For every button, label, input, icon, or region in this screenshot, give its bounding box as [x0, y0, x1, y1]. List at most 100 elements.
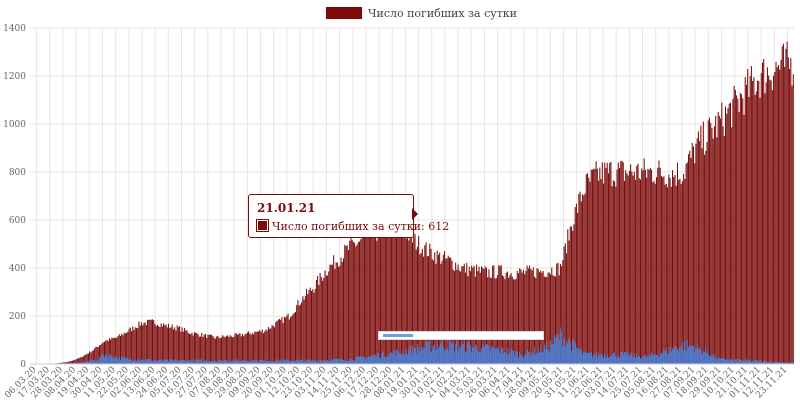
bar: [780, 59, 782, 365]
bar: [335, 262, 337, 364]
bar: [370, 236, 372, 364]
bar: [551, 267, 553, 364]
bar: [420, 252, 422, 364]
bar: [346, 245, 348, 364]
bar: [522, 269, 524, 364]
overlay-bar: [95, 360, 97, 364]
bar: [731, 127, 733, 365]
overlay-bar: [184, 360, 186, 364]
overlay-bar: [434, 344, 436, 364]
overlay-bar: [508, 353, 510, 364]
y-tick-label: 1000: [3, 120, 26, 130]
overlay-bar: [240, 360, 242, 364]
bar: [271, 325, 273, 364]
bar: [691, 142, 693, 364]
overlay-bar: [275, 360, 277, 364]
bar: [700, 125, 702, 364]
overlay-bar: [116, 357, 118, 364]
overlay-bar: [737, 361, 739, 364]
bar: [262, 333, 264, 364]
overlay-bar: [765, 361, 767, 364]
overlay-bar: [505, 354, 507, 364]
overlay-bar: [322, 360, 324, 364]
bar: [791, 85, 793, 364]
overlay-bar: [398, 352, 400, 364]
bar: [218, 337, 220, 364]
bar: [779, 69, 781, 364]
bar: [521, 272, 523, 364]
bar: [306, 288, 308, 364]
overlay-bar: [207, 361, 209, 364]
overlay-bar: [626, 352, 628, 364]
bar: [651, 169, 653, 364]
overlay-bar: [214, 360, 216, 364]
overlay-bar: [71, 362, 73, 364]
overlay-bar: [147, 359, 149, 364]
overlay-bar: [403, 354, 405, 364]
overlay-bar: [144, 360, 146, 364]
bar: [720, 118, 722, 364]
bar: [75, 359, 77, 364]
bar: [315, 279, 317, 364]
bar: [329, 264, 331, 364]
overlay-bar: [545, 348, 547, 364]
overlay-bar: [580, 348, 582, 364]
overlay-bar: [686, 340, 688, 364]
overlay-bar: [501, 348, 503, 364]
bar: [410, 231, 412, 364]
bar: [669, 177, 671, 364]
bar: [554, 276, 556, 364]
bar: [310, 290, 312, 364]
bar: [685, 163, 687, 364]
bar: [391, 218, 393, 364]
bar: [781, 46, 783, 365]
overlay-bar: [195, 359, 197, 364]
overlay-bar: [785, 362, 787, 364]
bar: [460, 271, 462, 364]
bar: [479, 272, 481, 364]
bar: [439, 252, 441, 364]
bar: [468, 266, 470, 364]
bar: [229, 335, 231, 364]
bar: [260, 331, 262, 364]
bar: [637, 163, 639, 364]
overlay-bar: [212, 360, 214, 364]
overlay-bar: [711, 355, 713, 364]
overlay-bar: [766, 362, 768, 364]
overlay-bar: [112, 357, 114, 364]
overlay-bar: [386, 355, 388, 364]
overlay-bar: [776, 362, 778, 364]
overlay-bar: [732, 360, 734, 364]
y-tick-label: 1200: [3, 72, 26, 82]
overlay-bar: [752, 360, 754, 364]
bar: [241, 334, 243, 364]
bar: [657, 167, 659, 364]
bar: [688, 154, 690, 364]
bar: [625, 170, 627, 364]
overlay-bar: [745, 359, 747, 364]
bar: [354, 242, 356, 364]
overlay-bar: [517, 357, 520, 364]
tooltip-row: Число погибших за сутки: 612: [256, 219, 449, 235]
overlay-bar: [789, 362, 791, 364]
overlay-bar: [283, 359, 285, 364]
bar: [562, 260, 564, 364]
bar: [513, 279, 515, 364]
bar: [520, 269, 522, 364]
bar: [530, 268, 532, 364]
overlay-bar: [504, 351, 506, 364]
bar: [213, 337, 215, 364]
overlay-bar: [665, 347, 667, 364]
bar: [692, 146, 694, 364]
bar: [245, 333, 247, 364]
bar: [129, 327, 131, 364]
bar: [204, 333, 207, 364]
bar: [663, 176, 665, 364]
bar: [653, 180, 655, 364]
bar: [706, 142, 708, 364]
bar: [235, 333, 237, 364]
bar: [569, 226, 571, 364]
bar: [628, 170, 630, 364]
overlay-bar: [468, 342, 470, 364]
overlay-bar: [97, 360, 99, 364]
